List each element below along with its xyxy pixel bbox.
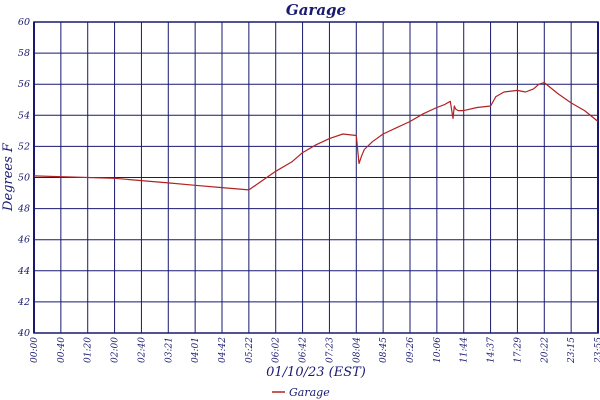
- y-axis-ticks: 40 42 44 46 48 50 52 54 56 58 60: [17, 17, 30, 339]
- y-tick-label: 46: [17, 235, 30, 246]
- x-tick-label: 01:20: [84, 337, 94, 363]
- chart-grid: [33, 21, 599, 334]
- y-tick-label: 42: [17, 297, 30, 308]
- x-tick-label: 11:44: [460, 337, 470, 363]
- legend: Garage: [272, 386, 330, 399]
- y-tick-label: 54: [18, 110, 30, 121]
- x-tick-label: 02:00: [111, 337, 121, 363]
- x-tick-label: 04:42: [218, 337, 228, 363]
- x-tick-label: 04:01: [191, 337, 201, 363]
- x-tick-label: 00:00: [30, 337, 40, 363]
- x-axis-ticks: 00:00 00:40 01:20 02:00 02:40 03:21 04:01 04:42…: [30, 337, 600, 364]
- x-tick-label: 08:04: [352, 337, 362, 363]
- x-tick-label: 03:21: [164, 337, 174, 363]
- x-tick-label: 09:26: [406, 337, 416, 363]
- y-axis-label: Degrees F: [1, 142, 16, 212]
- x-tick-label: 05:22: [245, 337, 255, 363]
- y-tick-label: 56: [18, 79, 30, 90]
- y-tick-label: 58: [18, 48, 30, 59]
- y-tick-label: 40: [17, 328, 30, 339]
- legend-label: Garage: [289, 386, 330, 399]
- series-layer: [33, 81, 599, 191]
- y-tick-label: 50: [18, 173, 30, 184]
- y-tick-label: 48: [17, 204, 30, 215]
- x-tick-label: 23:15: [567, 337, 577, 364]
- x-tick-label: 06:42: [299, 337, 309, 363]
- series-line-garage: [33, 81, 599, 191]
- x-tick-label: 17:29: [513, 337, 523, 363]
- y-tick-label: 44: [17, 266, 30, 277]
- plot-frame: [33, 21, 599, 334]
- x-tick-label: 08:45: [379, 337, 389, 363]
- x-tick-label: 06:02: [272, 337, 282, 363]
- x-tick-label: 20:22: [540, 337, 550, 364]
- x-tick-label: 00:40: [57, 337, 67, 363]
- x-tick-label: 14:37: [487, 337, 497, 363]
- y-tick-label: 52: [18, 141, 30, 152]
- x-axis-label: 01/10/23 (EST): [266, 365, 366, 380]
- x-tick-label: 07:23: [325, 337, 335, 363]
- x-tick-label: 10:06: [433, 337, 443, 363]
- y-tick-label: 60: [18, 17, 30, 28]
- chart-title: Garage: [286, 1, 346, 19]
- x-tick-label: 02:40: [137, 337, 147, 363]
- x-tick-label: 23:55: [594, 337, 600, 364]
